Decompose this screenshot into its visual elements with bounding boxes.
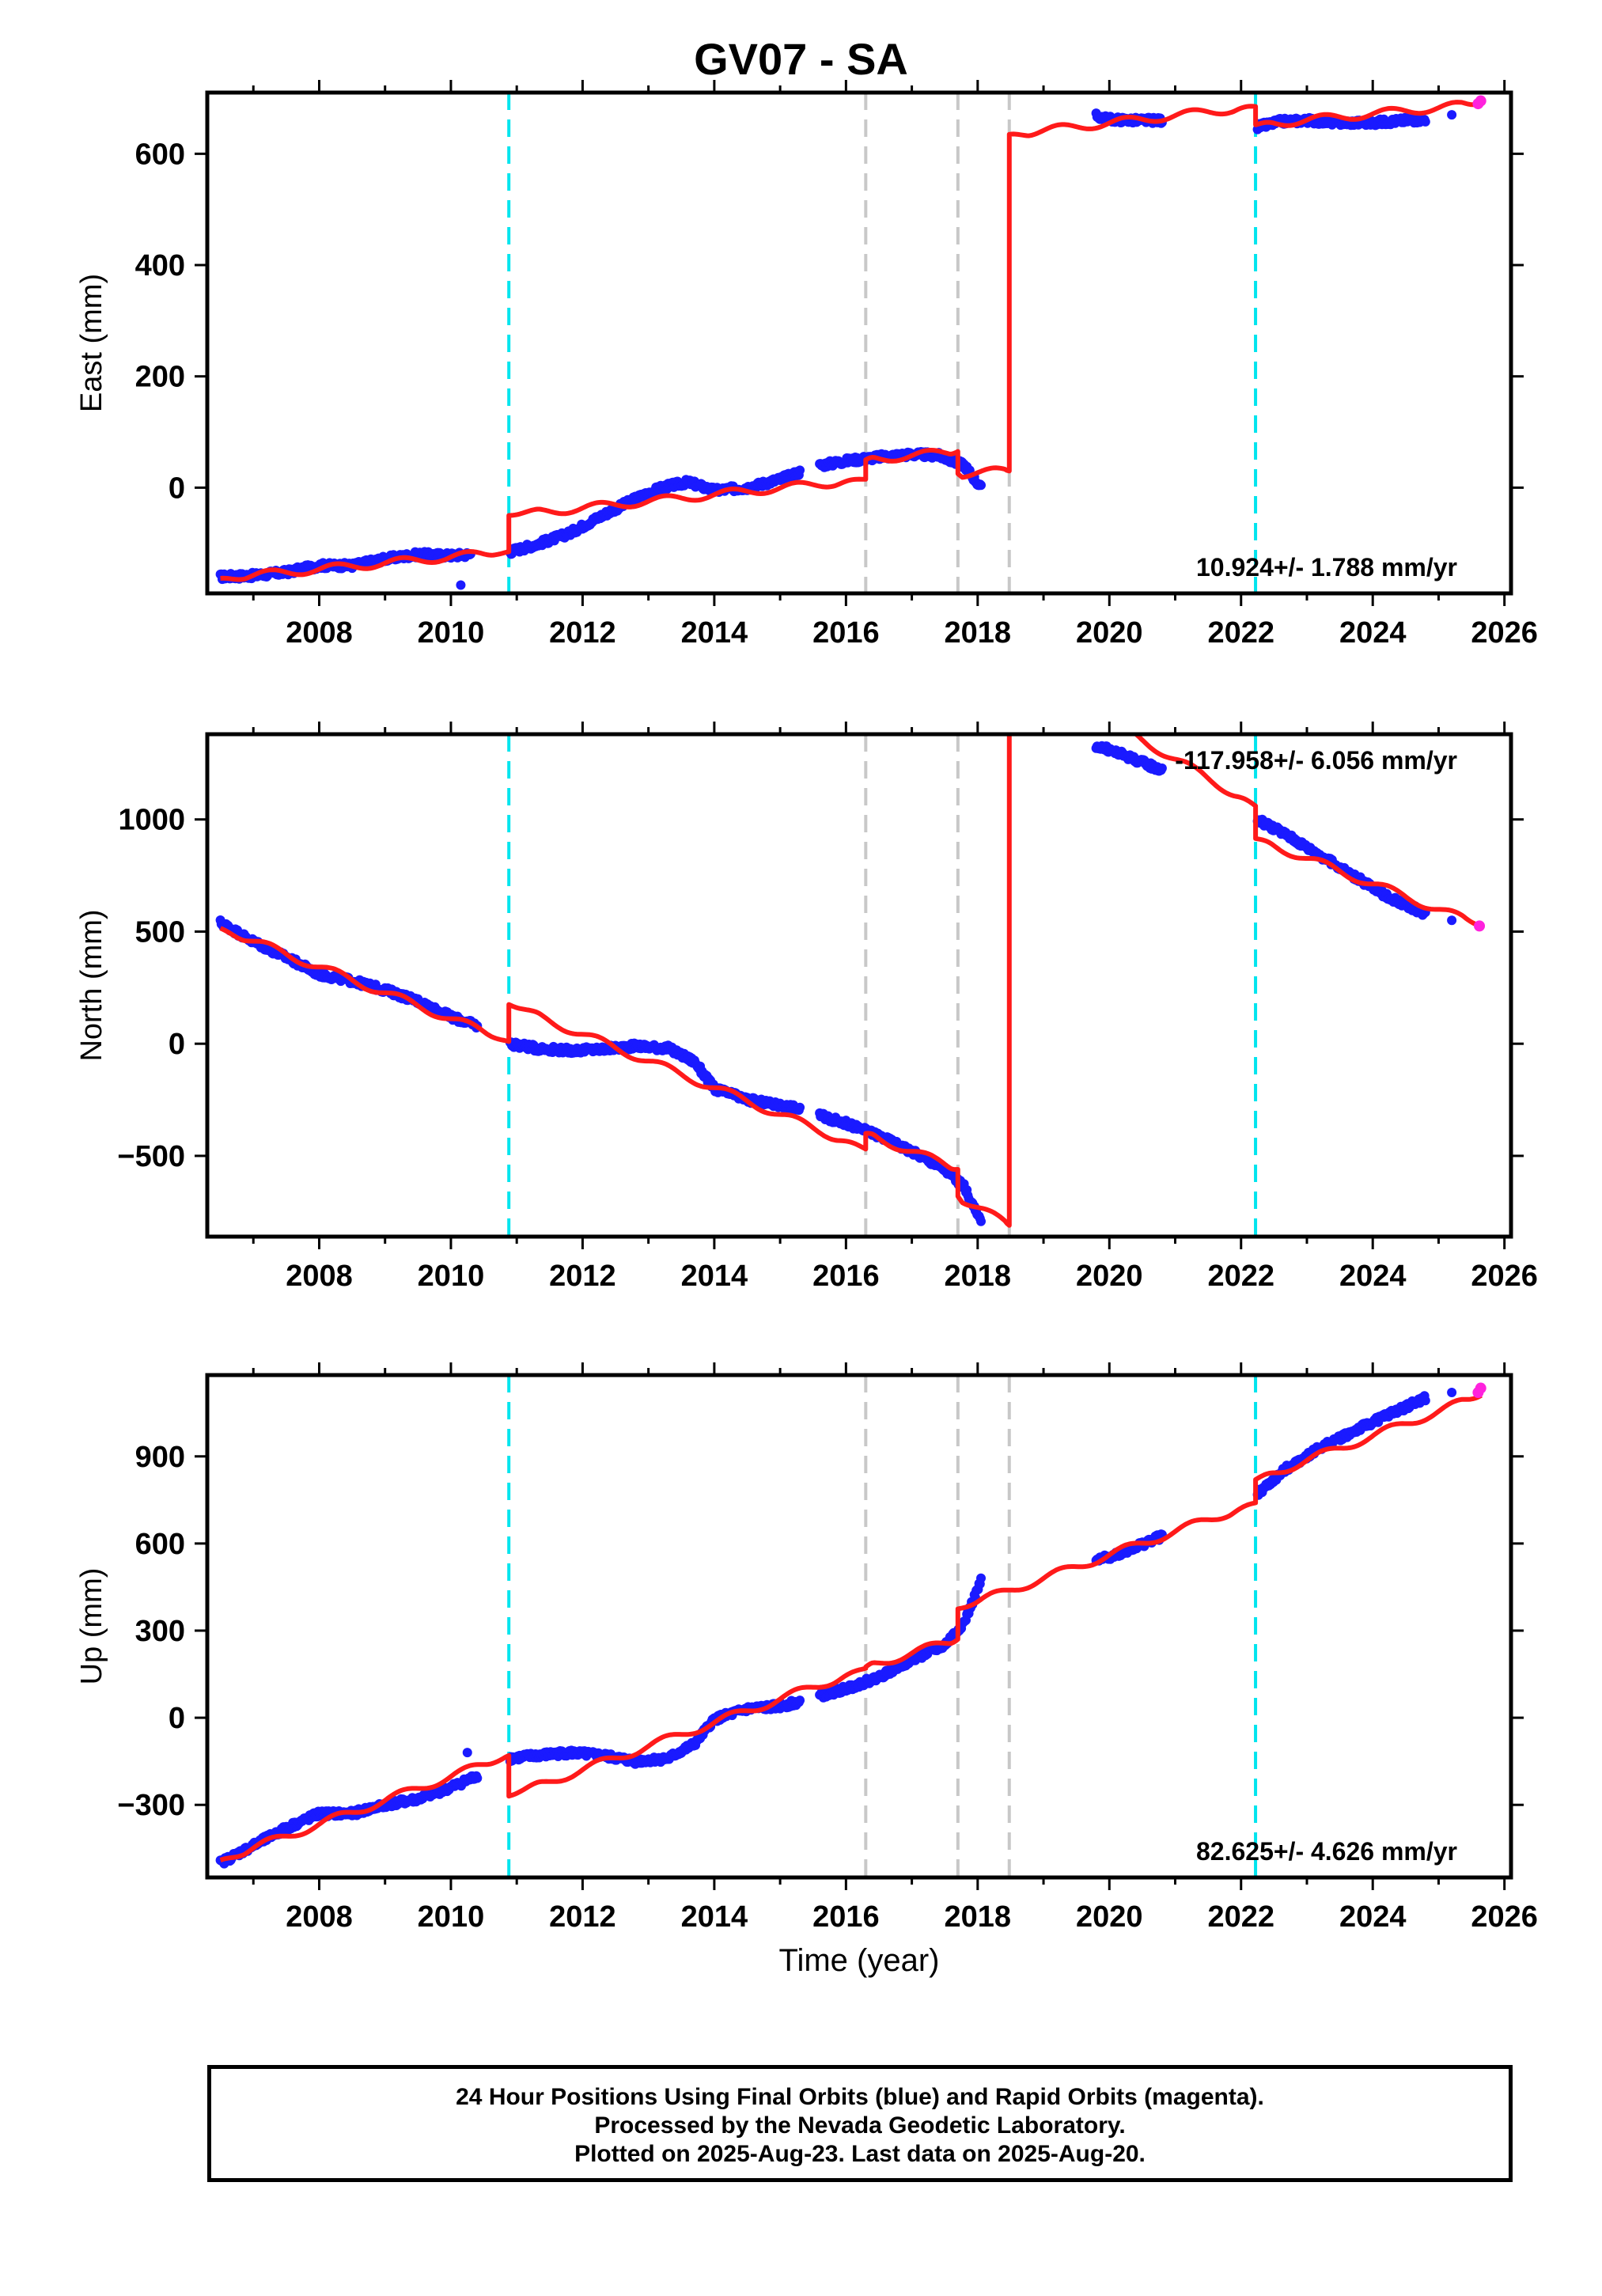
model-fit-line (219, 734, 1483, 1228)
final-orbit-point (472, 1773, 483, 1783)
y-tick-label: 0 (169, 1702, 185, 1735)
x-tick-label: 2012 (549, 1900, 616, 1934)
east-plot-area (215, 93, 1486, 593)
x-tick-label: 2008 (286, 1900, 353, 1934)
x-tick-label: 2020 (1076, 616, 1143, 650)
x-tick-label: 2014 (681, 1260, 748, 1293)
x-tick-label: 2018 (945, 616, 1012, 650)
up-axis-label: Up (mm) (75, 1568, 108, 1685)
final-orbit-point (462, 1748, 472, 1758)
up-plot-area (215, 1375, 1486, 1877)
east-velocity-label: 10.924+/- 1.788 mm/yr (1196, 553, 1457, 582)
north-frame (205, 732, 1513, 1239)
x-tick-label: 2020 (1076, 1260, 1143, 1293)
y-tick-label: 300 (135, 1615, 185, 1648)
rapid-orbit-point (1474, 920, 1486, 932)
rapid-orbit-point (1475, 1382, 1486, 1394)
footer-line-processed-by: Processed by the Nevada Geodetic Laborat… (594, 2112, 1126, 2139)
x-tick-label: 2008 (286, 616, 353, 650)
x-tick-label: 2016 (812, 1260, 880, 1293)
x-tick-label: 2022 (1207, 616, 1274, 650)
x-tick-label: 2026 (1471, 616, 1538, 650)
final-orbit-point (456, 580, 466, 590)
final-orbit-point (1157, 763, 1167, 773)
final-orbit-point (795, 465, 805, 475)
x-tick-label: 2024 (1339, 1900, 1407, 1934)
x-tick-label: 2026 (1471, 1260, 1538, 1293)
north-plot-area (215, 734, 1486, 1237)
x-tick-label: 2014 (681, 1900, 748, 1934)
rapid-orbit-point (1475, 95, 1486, 107)
x-tick-label: 2018 (945, 1900, 1012, 1934)
time-axis-label: Time (year) (779, 1943, 940, 1978)
y-tick-label: 0 (169, 472, 185, 505)
processing-info-box: 24 Hour Positions Using Final Orbits (bl… (207, 2065, 1513, 2182)
east-panel: 2008 2010 2012 2014 2016 2018 2020 2022 2024 2026… (75, 80, 1538, 650)
y-tick-label: 400 (135, 249, 185, 282)
y-tick-label: 600 (135, 1528, 185, 1561)
final-orbit-point (1447, 1388, 1457, 1398)
east-axis-label: East (mm) (75, 274, 108, 412)
y-tick-label: −500 (117, 1140, 185, 1173)
up-velocity-label: 82.625+/- 4.626 mm/yr (1196, 1837, 1457, 1866)
final-orbit-point (1420, 1396, 1430, 1406)
y-tick-label: 1000 (118, 804, 185, 837)
final-orbit-point (976, 1573, 986, 1583)
x-tick-label: 2008 (286, 1260, 353, 1293)
final-orbit-point (1447, 915, 1457, 926)
north-panel: 2008 2010 2012 2014 2016 2018 2020 2022 2024 2026… (75, 722, 1538, 1293)
x-tick-label: 2012 (549, 616, 616, 650)
final-orbit-point (976, 480, 986, 491)
y-tick-label: 0 (169, 1028, 185, 1061)
y-tick-label: 600 (135, 138, 185, 171)
up-panel: 2008 2010 2012 2014 2016 2018 2020 2022 2024 2026… (75, 1362, 1538, 1978)
footer-line-plotted-on: Plotted on 2025-Aug-23. Last data on 202… (574, 2141, 1146, 2167)
x-tick-label: 2010 (418, 616, 485, 650)
x-tick-label: 2026 (1471, 1900, 1538, 1934)
north-axis-label: North (mm) (75, 909, 108, 1061)
x-tick-label: 2012 (549, 1260, 616, 1293)
x-tick-label: 2022 (1207, 1260, 1274, 1293)
x-tick-label: 2016 (812, 616, 880, 650)
north-velocity-label: -117.958+/- 6.056 mm/yr (1175, 746, 1457, 775)
east-frame (205, 90, 1513, 596)
chart-title: GV07 - SA (694, 34, 908, 84)
final-orbit-point (1447, 110, 1457, 120)
y-tick-label: 200 (135, 361, 185, 394)
y-tick-label: −300 (117, 1789, 185, 1822)
model-fit-line (220, 100, 1483, 582)
x-tick-label: 2024 (1339, 616, 1407, 650)
footer-line-orbits: 24 Hour Positions Using Final Orbits (bl… (456, 2084, 1264, 2110)
x-tick-label: 2024 (1339, 1260, 1407, 1293)
x-tick-label: 2016 (812, 1900, 880, 1934)
y-tick-label: 900 (135, 1441, 185, 1474)
final-orbit-point (976, 1216, 986, 1226)
final-orbit-point (1420, 116, 1430, 127)
x-tick-label: 2018 (945, 1260, 1012, 1293)
x-tick-label: 2010 (418, 1900, 485, 1934)
x-tick-label: 2022 (1207, 1900, 1274, 1934)
x-tick-label: 2014 (681, 616, 748, 650)
x-tick-label: 2010 (418, 1260, 485, 1293)
final-orbit-point (795, 1695, 805, 1706)
x-tick-label: 2020 (1076, 1900, 1143, 1934)
y-tick-label: 500 (135, 915, 185, 949)
final-orbit-point (795, 1102, 805, 1112)
